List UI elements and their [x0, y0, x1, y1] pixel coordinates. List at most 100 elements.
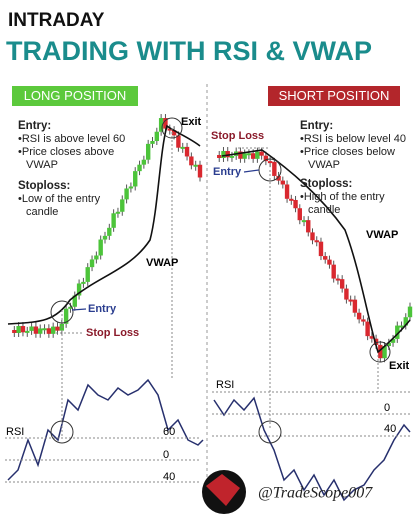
candle [369, 336, 375, 339]
candle [16, 326, 21, 333]
long-level-60: 60 [163, 426, 175, 438]
candle [189, 156, 194, 166]
vwap-line [221, 149, 411, 354]
rsi-line [7, 378, 204, 481]
candle [331, 264, 336, 279]
short-badge: SHORT POSITION [268, 86, 400, 106]
long-level-40: 40 [163, 471, 175, 483]
candle [323, 256, 328, 260]
candle [81, 281, 86, 284]
candle [128, 186, 134, 189]
candle [293, 199, 298, 209]
logo-mark [206, 474, 240, 506]
short-exit: Exit [389, 360, 410, 372]
candle [276, 175, 281, 181]
candle [150, 141, 155, 144]
candle [25, 330, 30, 333]
candle [176, 135, 181, 148]
candle [154, 131, 160, 142]
candle [327, 259, 332, 265]
candle [272, 161, 277, 176]
candle [197, 164, 203, 178]
short-rules: Entry: RSI is below level 40 Price close… [300, 116, 412, 217]
candle [89, 259, 95, 268]
candle [399, 325, 404, 328]
candle [395, 325, 400, 339]
candle [145, 143, 151, 160]
short-vwap: VWAP [366, 229, 398, 241]
candle [217, 155, 222, 158]
short-entry: Entry [213, 166, 242, 178]
candle [72, 295, 77, 307]
candle [344, 288, 349, 300]
candle [259, 151, 264, 156]
candle [348, 299, 353, 302]
candle [111, 213, 116, 228]
candle [229, 155, 235, 158]
candle [20, 326, 26, 333]
candle [386, 342, 392, 347]
long-vwap: VWAP [146, 257, 178, 269]
candle [382, 346, 387, 359]
highlight-circle [369, 341, 391, 363]
pointer [71, 308, 87, 311]
candle [238, 151, 243, 159]
candle [242, 153, 247, 159]
candle [171, 130, 177, 136]
candle [63, 308, 69, 324]
candle [50, 326, 56, 334]
candle [361, 319, 366, 322]
heading: Stoploss: [300, 178, 353, 190]
rsi-line [213, 396, 411, 502]
candle [250, 153, 256, 159]
candle [318, 241, 324, 257]
candle [365, 321, 370, 337]
candle [403, 317, 408, 326]
candle [33, 326, 39, 334]
title: TRADING WITH RSI & VWAP [6, 36, 372, 66]
candle [280, 180, 286, 185]
candle [301, 220, 307, 223]
heading: Stoploss: [18, 180, 71, 192]
candle [141, 159, 147, 165]
rule: Price closes below VWAP [300, 146, 408, 172]
vwap-line [7, 124, 201, 325]
rule: RSI is above level 60 [18, 133, 148, 146]
heading: Entry: [18, 120, 52, 132]
short-rsi: RSI [216, 379, 234, 391]
highlight-circle [161, 117, 183, 139]
long-exit: Exit [181, 116, 202, 128]
candle [221, 151, 226, 158]
candle [246, 153, 252, 156]
candle [167, 128, 172, 131]
candle [306, 220, 311, 233]
candle [102, 235, 108, 240]
candle [98, 239, 103, 256]
rule: High of the entry candle [300, 191, 408, 217]
highlight-circle [50, 420, 74, 444]
long-badge: LONG POSITION [12, 86, 138, 106]
candle [163, 118, 168, 129]
candle [94, 255, 99, 260]
long-level-0: 0 [163, 449, 169, 461]
charts [5, 114, 413, 502]
kicker: INTRADAY [8, 10, 105, 31]
short-stop-loss: Stop Loss [211, 130, 264, 142]
candle [373, 338, 379, 345]
candle [76, 283, 82, 296]
short-level-40: 40 [384, 423, 396, 435]
pointer [243, 169, 260, 173]
candle [133, 171, 138, 187]
candle [38, 328, 43, 334]
long-rules: Entry: RSI is above level 60 Price close… [18, 116, 148, 219]
rule: Price closes above VWAP [18, 146, 136, 172]
candle [407, 306, 413, 318]
candle [225, 151, 230, 158]
candle [352, 299, 358, 313]
candle [12, 330, 17, 333]
candle [184, 146, 190, 157]
candle [42, 328, 47, 331]
candle [339, 279, 345, 289]
